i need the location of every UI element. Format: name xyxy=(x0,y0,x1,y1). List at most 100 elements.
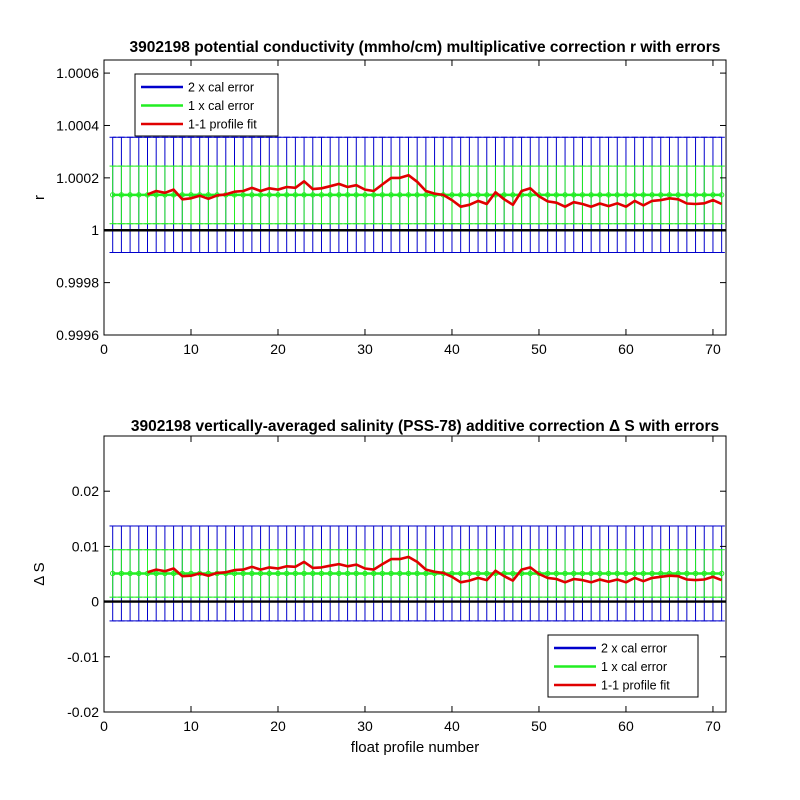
one-x-cal-error-marker xyxy=(562,192,568,198)
one-x-cal-error-marker xyxy=(544,570,551,577)
x-tick-label: 10 xyxy=(183,341,199,357)
one-x-cal-error-marker xyxy=(562,570,568,577)
one-x-cal-error-marker xyxy=(136,570,142,577)
one-x-cal-error-marker xyxy=(283,570,290,577)
y-tick-label: 0.01 xyxy=(72,538,99,554)
one-x-cal-error-marker xyxy=(553,570,560,577)
one-x-cal-error-marker xyxy=(414,192,420,198)
one-x-cal-error-marker xyxy=(640,570,647,577)
y-axis-label: Δ S xyxy=(31,562,48,585)
one-x-cal-error-marker xyxy=(588,570,594,577)
one-x-cal-error-marker xyxy=(623,570,629,577)
one-x-cal-error-marker xyxy=(249,192,255,198)
chart-title: 3902198 potential conductivity (mmho/cm)… xyxy=(130,39,721,56)
one-x-cal-error-marker xyxy=(240,570,246,577)
one-x-cal-error-marker xyxy=(318,192,325,198)
one-x-cal-error-marker xyxy=(379,570,386,577)
one-x-cal-error-marker xyxy=(553,192,560,198)
y-tick-label: 0 xyxy=(91,594,99,610)
one-x-cal-error-marker xyxy=(449,192,455,198)
one-x-cal-error-marker xyxy=(544,192,551,198)
one-x-cal-error-marker xyxy=(388,570,394,577)
one-x-cal-error-marker xyxy=(475,570,481,577)
one-x-cal-error-marker xyxy=(266,192,272,198)
y-tick-label: 1.0002 xyxy=(56,170,99,186)
plot-content xyxy=(104,136,726,253)
x-tick-label: 40 xyxy=(444,341,460,357)
one-x-cal-error-marker xyxy=(484,192,490,198)
one-x-cal-error-marker xyxy=(336,570,342,577)
one-x-cal-error-marker xyxy=(649,192,655,198)
one-x-cal-error-marker xyxy=(718,192,725,198)
one-x-cal-error-marker xyxy=(631,192,638,198)
one-x-cal-error-marker xyxy=(579,570,586,577)
x-axis-label: float profile number xyxy=(351,739,479,756)
one-x-cal-error-marker xyxy=(127,192,133,198)
x-tick-label: 60 xyxy=(618,718,634,734)
one-x-cal-error-marker xyxy=(109,570,116,577)
x-tick-label: 20 xyxy=(270,718,286,734)
one-x-cal-error-marker xyxy=(605,570,612,577)
one-x-cal-error-marker xyxy=(510,570,516,577)
x-tick-label: 20 xyxy=(270,341,286,357)
one-x-cal-error-marker xyxy=(675,192,681,198)
one-x-cal-error-marker xyxy=(344,570,351,577)
legend-profile-fit-label: 1-1 profile fit xyxy=(601,679,670,693)
one-x-cal-error-marker xyxy=(605,192,612,198)
one-x-cal-error-marker xyxy=(510,192,516,198)
one-x-cal-error-marker xyxy=(118,192,125,198)
one-x-cal-error-marker xyxy=(640,192,647,198)
legend-one-x-cal-error-label: 1 x cal error xyxy=(188,99,254,113)
one-x-cal-error-marker xyxy=(275,570,281,577)
one-x-cal-error-marker xyxy=(318,570,325,577)
one-x-cal-error-marker xyxy=(336,192,342,198)
x-tick-label: 40 xyxy=(444,718,460,734)
one-x-cal-error-marker xyxy=(362,192,368,198)
one-x-cal-error-marker xyxy=(388,192,394,198)
legend: 2 x cal error 1 x cal error 1-1 profile fi… xyxy=(134,73,279,137)
one-x-cal-error-marker xyxy=(266,570,272,577)
axes-box xyxy=(103,435,727,713)
legend-two-x-cal-error-label: 2 x cal error xyxy=(601,642,667,656)
y-tick-label: 1 xyxy=(91,222,99,238)
y-tick-label: 0.02 xyxy=(72,483,99,499)
one-x-cal-error-marker xyxy=(257,192,264,198)
one-x-cal-error-marker xyxy=(118,570,125,577)
one-x-cal-error-marker xyxy=(579,192,586,198)
one-x-cal-error-marker xyxy=(397,192,403,198)
one-x-cal-error-marker xyxy=(457,570,464,577)
one-x-cal-error-marker xyxy=(466,192,473,198)
one-x-cal-error-marker xyxy=(127,570,133,577)
x-tick-label: 50 xyxy=(531,341,547,357)
one-x-cal-error-marker xyxy=(249,570,255,577)
one-x-cal-error-marker xyxy=(658,192,664,198)
one-x-cal-error-marker xyxy=(136,192,142,198)
plot-content xyxy=(104,525,726,622)
one-x-cal-error-marker xyxy=(283,192,290,198)
series-profile-fit-line xyxy=(147,173,723,208)
one-x-cal-error-marker xyxy=(301,192,307,198)
one-x-cal-error-marker xyxy=(179,192,185,198)
one-x-cal-error-marker xyxy=(614,570,620,577)
one-x-cal-error-center xyxy=(109,192,725,198)
one-x-cal-error-marker xyxy=(701,192,707,198)
y-tick-label: 0.9996 xyxy=(56,327,99,343)
one-x-cal-error-marker xyxy=(370,192,377,198)
x-axis: 0 10 20 30 40 50 60 70 xyxy=(100,436,721,734)
chart-panel-2: 0 10 20 30 40 50 60 70 -0.02 -0.01 0 0.01 0.02 390219… xyxy=(31,418,727,756)
one-x-cal-error-marker xyxy=(457,192,464,198)
one-x-cal-error-marker xyxy=(684,570,690,577)
one-x-cal-error-marker xyxy=(275,192,281,198)
chart-title: 3902198 vertically-averaged salinity (PS… xyxy=(131,418,719,435)
axes-box xyxy=(103,59,727,336)
one-x-cal-error-marker xyxy=(710,192,716,198)
x-tick-label: 70 xyxy=(705,341,721,357)
one-x-cal-error-marker xyxy=(170,192,177,198)
one-x-cal-error-marker xyxy=(353,570,359,577)
one-x-cal-error-marker xyxy=(153,192,159,198)
one-x-cal-error-marker xyxy=(405,570,412,577)
y-axis: 0.9996 0.9998 1 1.0002 1.0004 1.0006 xyxy=(56,65,726,343)
one-x-cal-error-marker xyxy=(310,192,316,198)
one-x-cal-error-marker xyxy=(362,570,368,577)
